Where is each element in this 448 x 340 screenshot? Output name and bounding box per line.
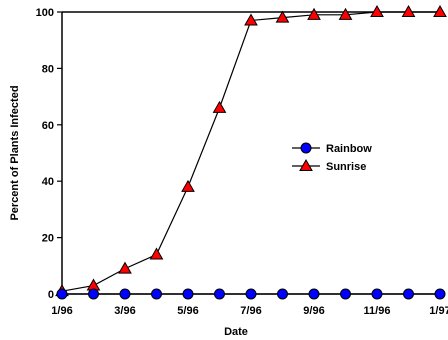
rainbow-data-point [403, 288, 414, 300]
sunrise-data-point [307, 7, 321, 20]
sunrise-data-point [244, 13, 258, 26]
y-tick-label: 60 [42, 120, 54, 132]
sunrise-data-point [149, 247, 164, 260]
x-tick-label: 3/96 [114, 305, 135, 317]
sunrise-data-point [433, 4, 447, 17]
sunrise-data-point [401, 4, 416, 17]
y-axis-ticks: 0 20 40 60 80 100 [36, 7, 62, 301]
legend: Rainbow Sunrise [292, 142, 372, 173]
rainbow-data-point [277, 288, 288, 300]
sunrise-data-point [118, 261, 132, 274]
sunrise-data-point [338, 7, 353, 20]
x-tick-label: 5/96 [177, 305, 198, 317]
x-axis-title: Date [224, 326, 248, 338]
rainbow-data-point [182, 288, 194, 300]
legend-label-rainbow: Rainbow [326, 143, 372, 155]
x-tick-label: 11/96 [364, 305, 391, 317]
y-tick-label: 40 [42, 176, 54, 188]
y-tick-label: 20 [42, 233, 54, 245]
sunrise-data-point [181, 179, 195, 192]
rainbow-data-point [151, 288, 162, 300]
y-tick-label: 100 [36, 7, 54, 19]
rainbow-data-point [434, 288, 446, 300]
rainbow-data-point [119, 288, 131, 300]
y-tick-label: 0 [48, 289, 54, 301]
x-axis-ticks: 1/96 3/96 5/96 7/96 9/96 11/96 1/97 [51, 294, 448, 317]
x-tick-label: 9/96 [303, 305, 324, 317]
axes [61, 12, 440, 295]
legend-label-sunrise: Sunrise [326, 161, 366, 173]
x-tick-label: 7/96 [240, 305, 261, 317]
rainbow-data-point [214, 288, 225, 300]
rainbow-data-point [56, 288, 68, 300]
legend-marker-sunrise [299, 158, 313, 171]
rainbow-data-point [340, 288, 351, 300]
rainbow-data-point [88, 288, 99, 300]
series-line-sunrise [61, 11, 440, 292]
y-tick-label: 80 [42, 63, 54, 75]
y-axis-title: Percent of Plants Infected [9, 85, 21, 220]
rainbow-data-point [371, 288, 383, 300]
x-tick-label: 1/97 [429, 305, 448, 317]
series-markers [55, 4, 447, 300]
sunrise-data-point [212, 100, 227, 113]
sunrise-data-point [275, 10, 290, 23]
legend-marker-rainbow [300, 142, 312, 154]
series-lines [61, 11, 440, 295]
x-tick-label: 1/96 [51, 305, 72, 317]
rainbow-data-point [308, 288, 320, 300]
rainbow-data-point [245, 288, 257, 300]
sunrise-data-point [86, 278, 101, 291]
sunrise-data-point [370, 4, 384, 17]
